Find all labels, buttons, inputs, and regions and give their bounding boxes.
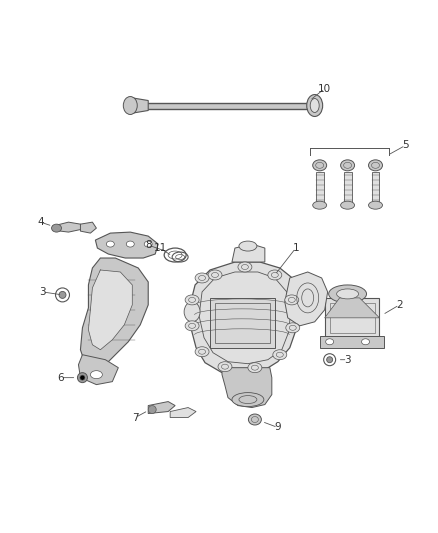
Ellipse shape [239,241,257,251]
Ellipse shape [195,347,209,357]
Ellipse shape [124,96,137,115]
Ellipse shape [126,241,134,247]
Ellipse shape [313,160,327,171]
Polygon shape [210,298,275,348]
Text: 2: 2 [396,300,403,310]
Text: 4: 4 [37,217,44,227]
Ellipse shape [341,201,355,209]
Polygon shape [285,272,328,326]
Ellipse shape [238,262,252,272]
Polygon shape [81,258,148,370]
Polygon shape [148,401,175,414]
Polygon shape [145,102,310,109]
Ellipse shape [59,292,66,298]
Text: 10: 10 [318,84,331,94]
Ellipse shape [248,362,262,373]
Ellipse shape [52,224,61,232]
Polygon shape [88,270,132,350]
Ellipse shape [326,339,334,345]
Polygon shape [130,98,148,114]
Ellipse shape [285,295,299,305]
Ellipse shape [341,160,355,171]
Polygon shape [232,244,265,262]
Ellipse shape [184,302,200,322]
Polygon shape [320,336,385,348]
Ellipse shape [286,323,300,333]
Ellipse shape [106,241,114,247]
Text: 5: 5 [402,140,409,150]
Ellipse shape [268,270,282,280]
Ellipse shape [328,285,367,303]
Text: 11: 11 [154,243,167,253]
Text: 7: 7 [132,413,138,423]
Polygon shape [81,222,96,233]
Ellipse shape [208,270,222,280]
Polygon shape [316,172,324,205]
Ellipse shape [313,201,327,209]
Ellipse shape [144,241,152,247]
Ellipse shape [90,370,102,378]
Text: 8: 8 [145,240,152,250]
Text: 6: 6 [57,373,64,383]
Ellipse shape [232,393,264,407]
Ellipse shape [327,357,332,362]
Polygon shape [95,232,158,258]
Ellipse shape [148,406,156,414]
Text: 9: 9 [275,423,281,432]
Polygon shape [170,408,196,417]
Ellipse shape [368,201,382,209]
Polygon shape [78,355,118,385]
Ellipse shape [195,273,209,283]
Text: 3: 3 [344,354,351,365]
Polygon shape [222,368,272,408]
Ellipse shape [248,414,261,425]
Ellipse shape [361,339,370,345]
Ellipse shape [218,362,232,372]
Ellipse shape [78,373,88,383]
Ellipse shape [273,350,287,360]
Polygon shape [325,298,379,318]
Polygon shape [343,172,352,205]
Ellipse shape [185,295,199,305]
Ellipse shape [337,289,359,299]
Ellipse shape [185,321,199,331]
Polygon shape [53,222,82,232]
Ellipse shape [368,160,382,171]
Polygon shape [190,262,300,375]
Text: 3: 3 [39,287,46,297]
Ellipse shape [310,99,319,112]
Ellipse shape [80,375,85,380]
Polygon shape [199,272,291,364]
Ellipse shape [307,94,323,117]
Polygon shape [325,298,379,338]
Polygon shape [371,172,379,205]
Ellipse shape [289,302,305,322]
Text: 1: 1 [293,243,299,253]
